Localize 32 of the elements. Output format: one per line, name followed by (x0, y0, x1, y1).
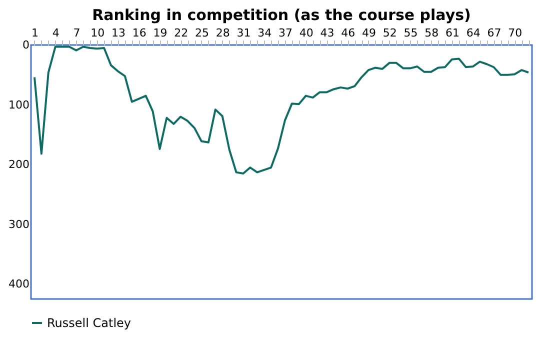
x-tick-label: 49 (362, 26, 376, 40)
y-tick-label: 400 (8, 278, 30, 291)
x-tick-label: 22 (174, 26, 188, 40)
x-tick-label: 19 (153, 26, 168, 40)
x-tick-label: 40 (299, 26, 314, 40)
x-tick-label: 10 (90, 26, 105, 40)
x-tick-label: 43 (320, 26, 334, 40)
x-tick-label: 55 (404, 26, 418, 40)
x-tick-label: 46 (341, 26, 356, 40)
x-tick-label: 25 (194, 26, 209, 40)
x-tick-label: 70 (508, 26, 522, 40)
y-tick-label: 300 (8, 218, 30, 231)
legend-label: Russell Catley (47, 316, 132, 330)
x-tick-label: 58 (424, 26, 439, 40)
y-tick-label: 100 (8, 98, 30, 112)
x-tick-label: 67 (487, 26, 502, 40)
chart-title: Ranking in competition (as the course plays) (92, 6, 471, 24)
x-tick-label: 34 (258, 26, 272, 40)
x-tick-label: 64 (466, 26, 480, 40)
x-tick-label: 13 (111, 26, 126, 40)
x-tick-label: 16 (132, 26, 146, 40)
x-tick-label: 52 (382, 26, 397, 40)
x-tick-label: 7 (73, 26, 80, 40)
y-tick-label: 200 (8, 158, 30, 172)
x-tick-label: 1 (31, 26, 38, 40)
x-tick-label: 28 (216, 26, 230, 40)
x-tick-label: 4 (52, 26, 60, 40)
y-tick-label: 0 (22, 38, 30, 52)
x-tick-label: 61 (445, 26, 460, 40)
x-tick-label: 37 (278, 26, 292, 40)
x-tick-label: 31 (236, 26, 251, 40)
line-series (33, 46, 530, 174)
